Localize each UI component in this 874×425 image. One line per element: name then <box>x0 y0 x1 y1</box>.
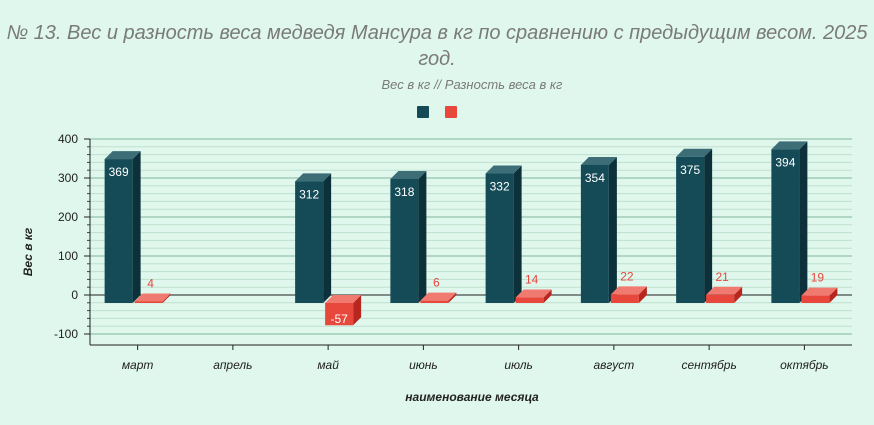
x-tick-label: август <box>593 358 634 372</box>
weight-value-label: 354 <box>585 171 605 185</box>
difference-bar-top <box>610 286 647 295</box>
weight-bar-top <box>295 173 332 182</box>
difference-bar <box>515 297 544 303</box>
y-tick-label: 100 <box>58 249 78 263</box>
weight-bar-top <box>104 151 141 160</box>
difference-bar-top <box>801 287 838 296</box>
weight-bar-top <box>390 170 427 179</box>
x-tick-label: март <box>122 358 154 372</box>
legend-swatch-weight <box>417 106 429 118</box>
x-tick-label: июль <box>504 358 533 372</box>
weight-value-label: 375 <box>680 163 700 177</box>
weight-bar <box>771 149 800 303</box>
y-tick-label: 200 <box>58 210 78 224</box>
x-tick-label: октябрь <box>780 358 828 372</box>
legend-swatch-difference <box>445 106 457 118</box>
weight-bar-top <box>676 148 713 157</box>
difference-bar-top <box>420 292 457 301</box>
x-tick-label: июнь <box>409 358 438 372</box>
chart-title: № 13. Вес и разность веса медведя Мансур… <box>6 22 868 70</box>
y-tick-label: 400 <box>58 132 78 146</box>
difference-bar-top <box>325 295 362 303</box>
weight-bar-top <box>771 141 808 150</box>
y-tick-label: 300 <box>58 171 78 185</box>
difference-value-label: -57 <box>330 312 348 326</box>
difference-bar-side <box>829 287 838 303</box>
weight-value-label: 318 <box>394 185 414 199</box>
weight-bar-side <box>418 170 427 303</box>
difference-bar <box>801 295 830 303</box>
difference-bar-side <box>448 292 457 303</box>
difference-bar-side <box>734 286 743 303</box>
difference-value-label: 4 <box>147 276 154 290</box>
weight-bar <box>485 173 514 303</box>
difference-bar-side <box>162 293 171 303</box>
weight-bar <box>676 156 705 303</box>
weight-bar <box>104 159 133 303</box>
difference-value-label: 22 <box>620 269 634 283</box>
weight-bar <box>390 178 419 303</box>
difference-bar <box>610 294 639 303</box>
weight-bar <box>295 181 324 303</box>
difference-bar-top <box>706 286 743 295</box>
weight-bar-side <box>704 148 713 303</box>
weight-value-label: 394 <box>775 155 795 169</box>
weight-bar <box>580 164 609 303</box>
weight-bar-side <box>513 165 522 303</box>
difference-bar <box>134 301 163 303</box>
difference-bar-side <box>353 295 362 326</box>
y-tick-label: -100 <box>54 327 78 341</box>
y-tick-label: 0 <box>71 288 78 302</box>
difference-bar <box>325 303 354 326</box>
weight-bar-top <box>485 165 522 174</box>
difference-value-label: 19 <box>811 271 825 285</box>
x-axis-label: наименование месяца <box>405 390 539 404</box>
weight-bar-side <box>799 141 808 303</box>
chart-subtitle: Вес в кг // Разность веса в кг <box>381 77 563 92</box>
x-tick-label: май <box>317 358 339 372</box>
weight-bar-top <box>580 156 617 165</box>
weight-value-label: 332 <box>490 180 510 194</box>
difference-bar-top <box>134 293 171 302</box>
difference-bar-side <box>543 289 552 303</box>
difference-value-label: 6 <box>433 276 440 290</box>
difference-bar <box>706 294 735 303</box>
difference-bar <box>420 300 449 303</box>
x-tick-label: апрель <box>213 358 252 372</box>
x-tick-label: сентябрь <box>681 358 736 372</box>
difference-value-label: 21 <box>715 270 729 284</box>
difference-bar-top <box>515 289 552 298</box>
weight-bar-side <box>323 173 332 303</box>
difference-bar-side <box>638 286 647 303</box>
difference-value-label: 14 <box>525 273 539 287</box>
weight-bar-side <box>132 151 141 303</box>
weight-value-label: 369 <box>109 165 129 179</box>
weight-bar-side <box>608 156 617 303</box>
weight-value-label: 312 <box>299 187 319 201</box>
